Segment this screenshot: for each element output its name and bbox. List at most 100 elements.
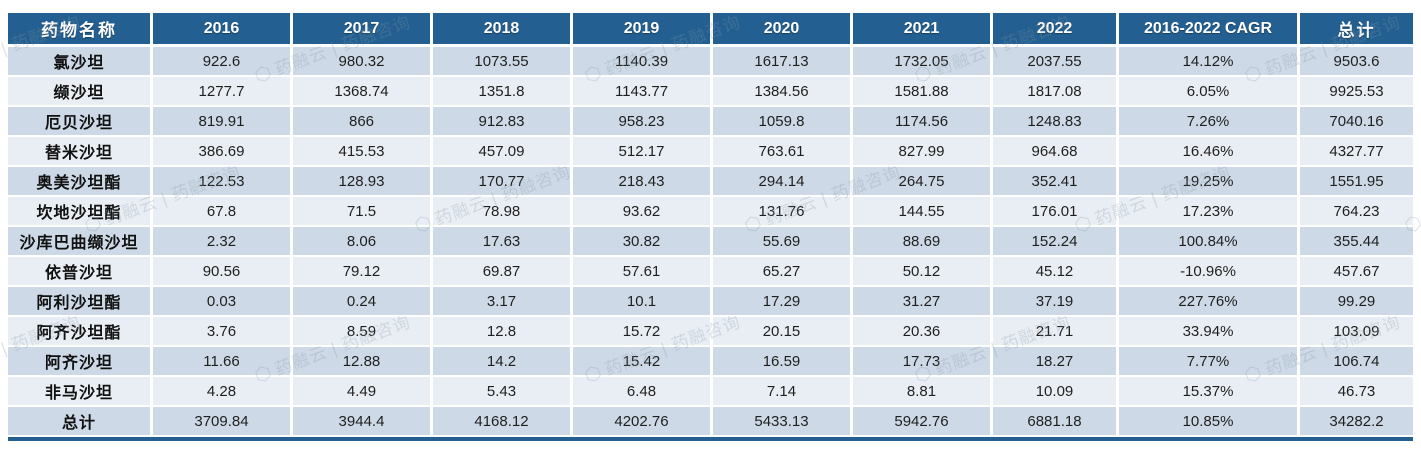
table-row: 依普沙坦 90.56 79.12 69.87 57.61 65.27 50.12 45.12-… — [8, 257, 1413, 287]
value-cell: 958.23 — [573, 107, 713, 137]
value-cell: 176.01 — [993, 197, 1119, 227]
value-cell: 31.27 — [853, 287, 993, 317]
drug-name-cell: 阿齐沙坦酯 — [8, 317, 153, 347]
value-cell: 79.12 — [293, 257, 433, 287]
table-row: 非马沙坦 4.28 4.49 5.43 6.48 7.14 8.81 10.09 15.37% 4… — [8, 377, 1413, 407]
value-cell: 57.61 — [573, 257, 713, 287]
column-header: 2019 — [573, 13, 713, 47]
cagr-cell: 17.23% — [1119, 197, 1300, 227]
value-cell: 15.42 — [573, 347, 713, 377]
value-cell: 264.75 — [853, 167, 993, 197]
value-cell: 1143.77 — [573, 77, 713, 107]
value-cell: 922.6 — [153, 47, 293, 77]
value-cell: 1384.56 — [713, 77, 853, 107]
cagr-cell: 19.25% — [1119, 167, 1300, 197]
drug-name-cell: 厄贝沙坦 — [8, 107, 153, 137]
value-cell: 14.2 — [433, 347, 573, 377]
column-header: 2016 — [153, 13, 293, 47]
value-cell: 106.74 — [1300, 347, 1413, 377]
value-cell: 2037.55 — [993, 47, 1119, 77]
value-cell: 37.19 — [993, 287, 1119, 317]
value-cell: 90.56 — [153, 257, 293, 287]
value-cell: 1581.88 — [853, 77, 993, 107]
value-cell: 7.14 — [713, 377, 853, 407]
value-cell: 103.09 — [1300, 317, 1413, 347]
value-cell: 144.55 — [853, 197, 993, 227]
value-cell: 1174.56 — [853, 107, 993, 137]
table-row: 氯沙坦 922.6 980.32 1073.55 1140.39 1617.13 1732.… — [8, 47, 1413, 77]
table-row: 替米沙坦 386.69 415.53 457.09 512.17 763.61 827.99… — [8, 137, 1413, 167]
table-row-total: 总计 3709.84 3944.4 4168.12 4202.76 5433.13 5942… — [8, 407, 1413, 437]
value-cell: 1277.7 — [153, 77, 293, 107]
value-cell: 45.12 — [993, 257, 1119, 287]
value-cell: 20.36 — [853, 317, 993, 347]
cagr-cell: 6.05% — [1119, 77, 1300, 107]
value-cell: 1073.55 — [433, 47, 573, 77]
value-cell: 17.29 — [713, 287, 853, 317]
value-cell: 69.87 — [433, 257, 573, 287]
value-cell: 10.09 — [993, 377, 1119, 407]
drug-name-cell: 总计 — [8, 407, 153, 437]
value-cell: 46.73 — [1300, 377, 1413, 407]
value-cell: 99.29 — [1300, 287, 1413, 317]
value-cell: 9503.6 — [1300, 47, 1413, 77]
value-cell: 67.8 — [153, 197, 293, 227]
value-cell: 4202.76 — [573, 407, 713, 437]
value-cell: 10.1 — [573, 287, 713, 317]
value-cell: 980.32 — [293, 47, 433, 77]
value-cell: 1140.39 — [573, 47, 713, 77]
value-cell: 763.61 — [713, 137, 853, 167]
value-cell: 8.59 — [293, 317, 433, 347]
value-cell: 294.14 — [713, 167, 853, 197]
value-cell: 0.03 — [153, 287, 293, 317]
value-cell: 1059.8 — [713, 107, 853, 137]
drug-name-cell: 缬沙坦 — [8, 77, 153, 107]
cagr-cell: 7.26% — [1119, 107, 1300, 137]
value-cell: 93.62 — [573, 197, 713, 227]
drug-name-cell: 阿齐沙坦 — [8, 347, 153, 377]
value-cell: 1551.95 — [1300, 167, 1413, 197]
value-cell: 1617.13 — [713, 47, 853, 77]
value-cell: 1368.74 — [293, 77, 433, 107]
table-row: 奥美沙坦酯 122.53 128.93 170.77 218.43 294.14 264.7… — [8, 167, 1413, 197]
value-cell: 912.83 — [433, 107, 573, 137]
cagr-cell: 10.85% — [1119, 407, 1300, 437]
column-header: 2022 — [993, 13, 1119, 47]
value-cell: 218.43 — [573, 167, 713, 197]
value-cell: 764.23 — [1300, 197, 1413, 227]
drug-name-cell: 替米沙坦 — [8, 137, 153, 167]
drug-name-cell: 奥美沙坦酯 — [8, 167, 153, 197]
value-cell: 18.27 — [993, 347, 1119, 377]
value-cell: 20.15 — [713, 317, 853, 347]
value-cell: 964.68 — [993, 137, 1119, 167]
table-row: 厄贝沙坦 819.91 866 912.83 958.23 1059.8 1174.56 12… — [8, 107, 1413, 137]
value-cell: 16.59 — [713, 347, 853, 377]
value-cell: 128.93 — [293, 167, 433, 197]
drug-name-cell: 阿利沙坦酯 — [8, 287, 153, 317]
value-cell: 386.69 — [153, 137, 293, 167]
value-cell: 21.71 — [993, 317, 1119, 347]
value-cell: 355.44 — [1300, 227, 1413, 257]
value-cell: 3.76 — [153, 317, 293, 347]
value-cell: 3944.4 — [293, 407, 433, 437]
value-cell: 2.32 — [153, 227, 293, 257]
value-cell: 6.48 — [573, 377, 713, 407]
value-cell: 819.91 — [153, 107, 293, 137]
value-cell: 8.06 — [293, 227, 433, 257]
drug-name-cell: 氯沙坦 — [8, 47, 153, 77]
table-row: 缬沙坦 1277.7 1368.74 1351.8 1143.77 1384.56 1581… — [8, 77, 1413, 107]
table-row: 坎地沙坦酯 67.8 71.5 78.98 93.62 131.76 144.55 176.0… — [8, 197, 1413, 227]
table-body: 氯沙坦 922.6 980.32 1073.55 1140.39 1617.13 1732.… — [8, 47, 1413, 437]
value-cell: 9925.53 — [1300, 77, 1413, 107]
value-cell: 3709.84 — [153, 407, 293, 437]
value-cell: 352.41 — [993, 167, 1119, 197]
value-cell: 50.12 — [853, 257, 993, 287]
drug-name-cell: 非马沙坦 — [8, 377, 153, 407]
value-cell: 1732.05 — [853, 47, 993, 77]
value-cell: 131.76 — [713, 197, 853, 227]
column-header: 2017 — [293, 13, 433, 47]
value-cell: 8.81 — [853, 377, 993, 407]
header-row: 药物名称 2016 2017 2018 2019 2020 2021 2022 2016-202… — [8, 13, 1413, 47]
value-cell: 5.43 — [433, 377, 573, 407]
table-row: 阿齐沙坦 11.66 12.88 14.2 15.42 16.59 17.73 18.27 7.… — [8, 347, 1413, 377]
